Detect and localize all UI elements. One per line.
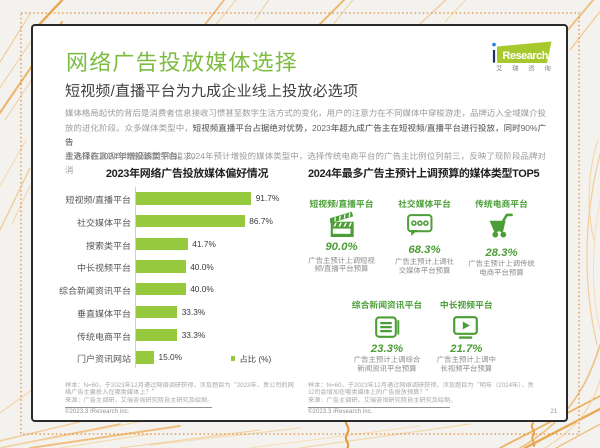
svg-text:Research: Research xyxy=(502,50,548,62)
svg-text:艾瑞咨询: 艾瑞咨询 xyxy=(496,63,560,73)
